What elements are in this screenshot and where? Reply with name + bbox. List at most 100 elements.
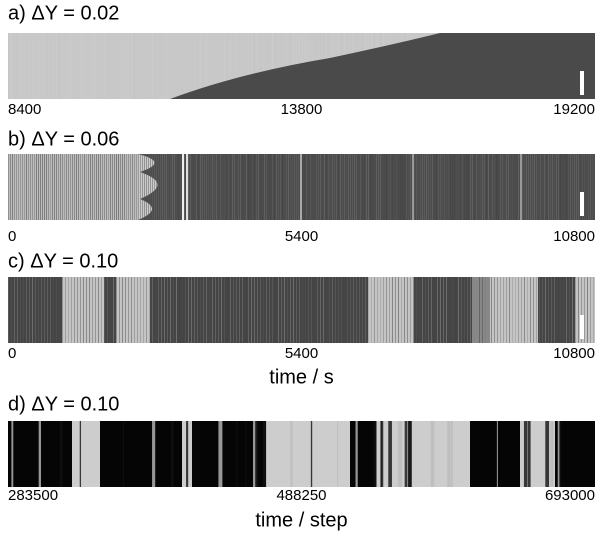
texture [62,33,63,99]
texture [14,154,15,220]
kymograph-image [8,33,595,99]
texture [404,277,405,343]
texture [108,154,109,220]
texture [32,33,33,99]
texture [290,277,291,343]
texture [227,277,228,343]
texture [269,33,270,99]
texture [416,277,417,343]
stripe [116,277,150,343]
texture [158,154,159,220]
texture [494,154,495,220]
texture [578,277,579,343]
texture [65,277,66,343]
texture [431,277,432,343]
texture [476,277,477,343]
texture [281,33,282,99]
texture [286,154,287,220]
texture [182,277,183,343]
texture [554,277,555,343]
x-tick-label: 19200 [553,101,595,118]
texture [376,154,377,220]
texture [254,33,255,99]
texture [550,154,551,220]
texture [490,154,491,220]
texture [458,277,459,343]
texture [194,33,195,99]
texture [440,154,441,220]
texture [248,277,249,343]
texture [131,33,132,99]
texture [134,33,135,99]
texture [304,154,305,220]
texture [22,154,23,220]
texture [564,154,565,220]
texture [178,154,179,220]
texture [584,154,585,220]
streak [388,421,392,487]
texture [125,33,126,99]
texture [400,154,401,220]
texture [288,154,289,220]
texture [428,154,429,220]
texture [266,277,267,343]
texture [492,154,493,220]
texture [458,154,459,220]
texture [562,154,563,220]
texture [92,154,93,220]
texture [482,277,483,343]
texture [413,277,414,343]
streak [218,421,223,487]
texture [340,154,341,220]
texture [446,277,447,343]
texture [257,277,258,343]
streak [407,421,412,487]
texture [449,277,450,343]
texture [406,154,407,220]
texture [263,277,264,343]
texture [276,154,277,220]
texture [128,277,129,343]
texture [566,154,567,220]
texture [275,277,276,343]
streak [11,421,14,487]
texture [263,33,264,99]
texture [338,277,339,343]
stripe [266,421,350,487]
texture [161,33,162,99]
texture [284,154,285,220]
texture [138,154,139,220]
texture [44,277,45,343]
texture [53,33,54,99]
texture [170,277,171,343]
texture [146,33,147,99]
texture [436,154,437,220]
texture [473,277,474,343]
streak [523,421,528,487]
texture [275,33,276,99]
texture [348,154,349,220]
texture [454,154,455,220]
texture [576,154,577,220]
texture [236,277,237,343]
texture [569,277,570,343]
texture [60,154,61,220]
texture [134,154,135,220]
texture [326,154,327,220]
streak [545,421,550,487]
texture [368,154,369,220]
texture [274,154,275,220]
texture [258,154,259,220]
texture [167,277,168,343]
texture [359,277,360,343]
texture [88,154,89,220]
texture [502,154,503,220]
texture [539,277,540,343]
scale-bar [580,192,584,216]
texture [23,33,24,99]
texture [466,154,467,220]
texture [242,154,243,220]
texture [146,154,147,220]
texture [148,154,149,220]
streak [380,421,384,487]
